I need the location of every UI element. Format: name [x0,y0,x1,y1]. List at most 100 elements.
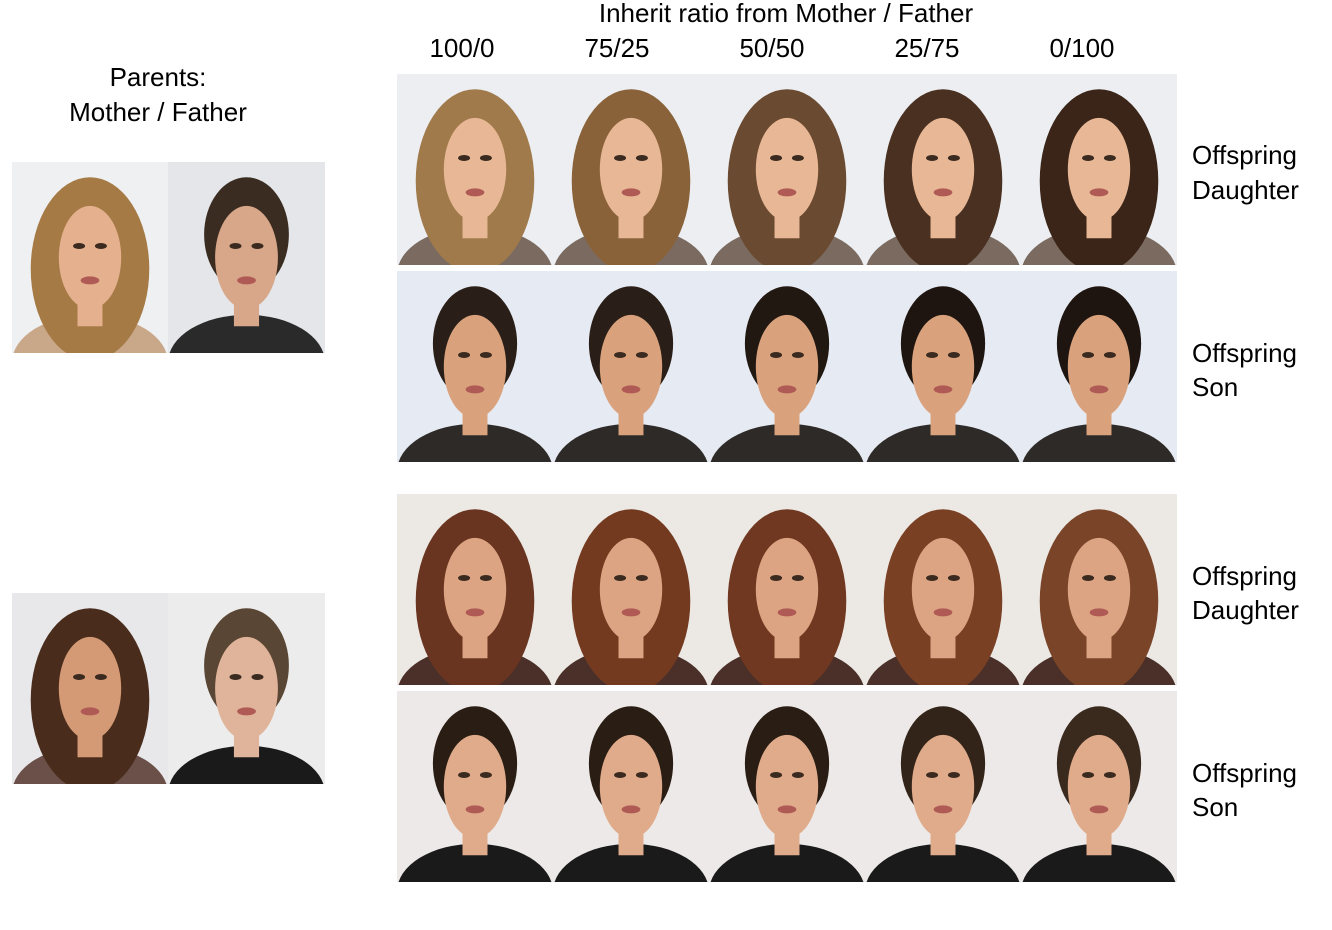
face-image [12,593,168,784]
mouth [1089,385,1109,394]
eye [614,575,627,582]
row-label: Daughter [1192,175,1299,205]
row-label: Son [1192,372,1238,402]
shoulders [554,843,708,882]
eye [229,674,242,681]
eye [791,772,804,779]
eye [926,575,939,582]
mouth [1089,608,1109,617]
column-label: 75/25 [584,33,649,63]
eye [251,674,264,681]
face-image [865,74,1021,265]
shoulders [710,843,864,882]
eye [926,155,939,162]
eye [458,772,471,779]
column-label: 0/100 [1049,33,1114,63]
shoulders [1022,423,1176,462]
eye [635,352,648,359]
eye [614,772,627,779]
mouth [777,385,797,394]
eye [770,772,783,779]
shoulders [398,843,552,882]
face-image [397,74,553,265]
eye [479,352,492,359]
eye [479,575,492,582]
eye [614,352,627,359]
mouth [777,805,797,814]
face [443,117,507,222]
face-image [553,494,709,685]
eye [1082,155,1095,162]
mouth [933,188,953,197]
face [1067,734,1131,839]
eye [1082,352,1095,359]
mouth [621,385,641,394]
eye [635,772,648,779]
mouth [933,608,953,617]
mouth [465,608,485,617]
face-image [709,271,865,462]
eye [947,352,960,359]
eye [1103,155,1116,162]
shoulders [169,745,324,784]
figure-title: Inherit ratio from Mother / Father [599,0,974,28]
eye [1082,772,1095,779]
eye [94,243,107,250]
mouth [621,188,641,197]
shoulders [554,423,708,462]
mouth [1089,805,1109,814]
eye [479,155,492,162]
mouth [465,385,485,394]
face [599,117,663,222]
mouth [80,276,100,285]
eye [635,155,648,162]
column-label: 50/50 [739,33,804,63]
mouth [933,385,953,394]
face [443,734,507,839]
eye [1103,772,1116,779]
face [1067,314,1131,419]
mouth [465,188,485,197]
eye [458,352,471,359]
face [58,205,122,310]
mouth [465,805,485,814]
mouth [237,276,256,285]
face-image [709,494,865,685]
column-label: 25/75 [894,33,959,63]
face-image [553,271,709,462]
parents-label: Parents: [110,62,207,92]
parents-label: Mother / Father [69,97,247,127]
eye [1082,575,1095,582]
eye [947,575,960,582]
shoulders [866,423,1020,462]
mouth [777,608,797,617]
eye [458,575,471,582]
face [599,734,663,839]
eye [791,575,804,582]
mouth [621,805,641,814]
face [1067,537,1131,642]
face [911,117,975,222]
face-image [1021,74,1177,265]
eye [229,243,242,250]
row-label: Offspring [1192,140,1297,170]
eye [770,575,783,582]
face-image [168,593,325,784]
face [599,314,663,419]
face-image [1021,691,1177,882]
face [755,117,819,222]
shoulders [710,423,864,462]
eye [791,352,804,359]
eye [1103,352,1116,359]
face-image [553,74,709,265]
row-label: Offspring [1192,561,1297,591]
row-label: Offspring [1192,338,1297,368]
face [911,734,975,839]
row-label: Son [1192,792,1238,822]
face [755,734,819,839]
row-label: Daughter [1192,595,1299,625]
face [755,537,819,642]
face [599,537,663,642]
eye [251,243,264,250]
